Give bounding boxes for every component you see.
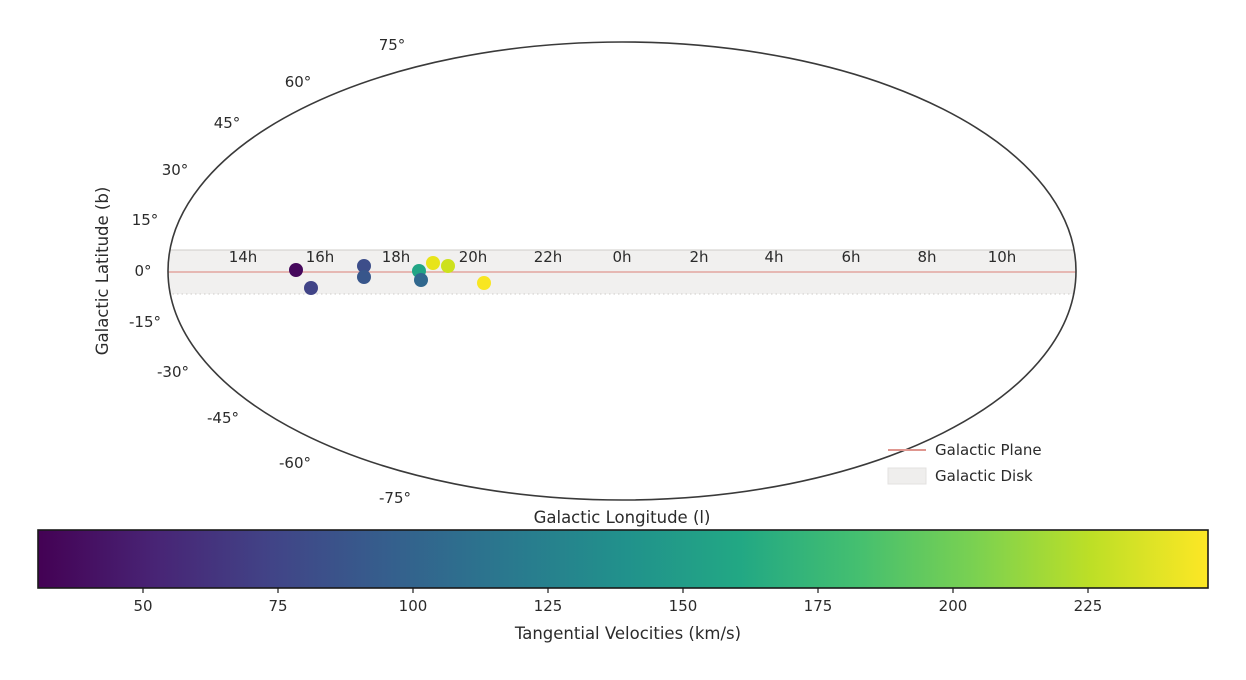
longitude-tick-2h: 2h bbox=[689, 248, 708, 266]
data-points bbox=[289, 256, 491, 295]
longitude-tick-10h: 10h bbox=[988, 248, 1017, 266]
longitude-tick-14h: 14h bbox=[229, 248, 258, 266]
colorbar-tick-150: 150 bbox=[669, 597, 698, 615]
colorbar-tick-75: 75 bbox=[268, 597, 287, 615]
colorbar-tick-50: 50 bbox=[133, 597, 152, 615]
legend-plane-label: Galactic Plane bbox=[935, 441, 1042, 459]
colorbar-tick-100: 100 bbox=[399, 597, 428, 615]
latitude-tick-75°: 75° bbox=[379, 36, 406, 54]
colorbar-label: Tangential Velocities (km/s) bbox=[514, 624, 741, 643]
colorbar-tick-225: 225 bbox=[1074, 597, 1103, 615]
longitude-tick-8h: 8h bbox=[917, 248, 936, 266]
latitude-tick-labels: 75° 60° 45° 30° 15° 0° -15° -30° -45° -60° -75° bbox=[129, 36, 411, 507]
longitude-tick-20h: 20h bbox=[459, 248, 488, 266]
scatter-point-5 bbox=[414, 273, 428, 287]
colorbar: 50 75 100 125 150 175 200 225 Tangential Veloci… bbox=[37, 529, 1209, 643]
y-axis-label: Galactic Latitude (b) bbox=[93, 187, 112, 356]
legend: Galactic Plane Galactic Disk bbox=[887, 441, 1042, 485]
latitude-tick--75°: -75° bbox=[379, 489, 411, 507]
x-axis-label: Galactic Longitude (l) bbox=[534, 508, 711, 527]
scatter-point-6 bbox=[426, 256, 440, 270]
scatter-point-2 bbox=[357, 259, 371, 273]
latitude-tick-30°: 30° bbox=[162, 161, 189, 179]
scatter-point-8 bbox=[477, 276, 491, 290]
scatter-point-3 bbox=[357, 270, 371, 284]
colorbar-tick-labels: 50 75 100 125 150 175 200 225 bbox=[133, 588, 1102, 615]
latitude-tick--30°: -30° bbox=[157, 363, 189, 381]
latitude-tick--60°: -60° bbox=[279, 454, 311, 472]
map-outline-ellipse bbox=[167, 41, 1077, 501]
latitude-tick-15°: 15° bbox=[132, 211, 159, 229]
latitude-tick--15°: -15° bbox=[129, 313, 161, 331]
legend-disk-label: Galactic Disk bbox=[935, 467, 1033, 485]
sky-map: 14h 16h 18h 20h 22h 0h 2h 4h 6h 8h 10h 75° 60° 45° 30… bbox=[129, 36, 1077, 507]
latitude-tick--45°: -45° bbox=[207, 409, 239, 427]
colorbar-tick-200: 200 bbox=[939, 597, 968, 615]
colorbar-gradient bbox=[37, 529, 1209, 589]
latitude-tick-45°: 45° bbox=[214, 114, 241, 132]
longitude-tick-16h: 16h bbox=[306, 248, 335, 266]
colorbar-tick-125: 125 bbox=[534, 597, 563, 615]
colorbar-tick-175: 175 bbox=[804, 597, 833, 615]
longitude-tick-0h: 0h bbox=[612, 248, 631, 266]
longitude-tick-18h: 18h bbox=[382, 248, 411, 266]
longitude-tick-6h: 6h bbox=[841, 248, 860, 266]
scatter-point-0 bbox=[289, 263, 303, 277]
latitude-tick-60°: 60° bbox=[285, 73, 312, 91]
latitude-tick-0°: 0° bbox=[134, 262, 151, 280]
scatter-point-7 bbox=[441, 259, 455, 273]
longitude-tick-4h: 4h bbox=[764, 248, 783, 266]
legend-disk-swatch bbox=[887, 467, 927, 485]
longitude-tick-22h: 22h bbox=[534, 248, 563, 266]
longitude-tick-labels: 14h 16h 18h 20h 22h 0h 2h 4h 6h 8h 10h bbox=[229, 248, 1017, 266]
scatter-point-1 bbox=[304, 281, 318, 295]
